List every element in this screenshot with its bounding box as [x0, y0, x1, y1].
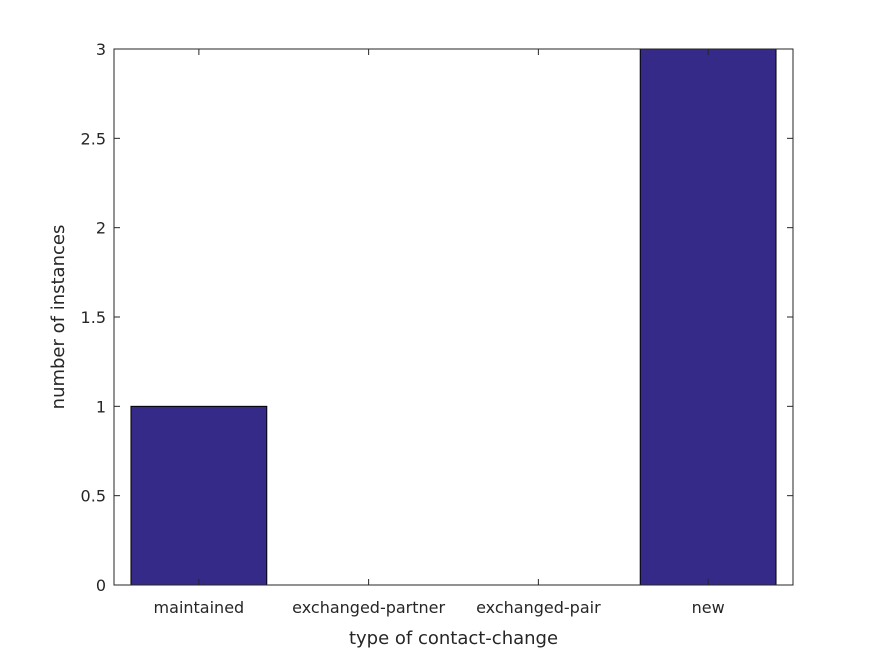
bar-maintained	[130, 405, 268, 586]
y-tick-label: 0.5	[81, 487, 106, 506]
y-tick-label: 2.5	[81, 129, 106, 148]
bar-new	[639, 48, 777, 586]
x-tick-label: new	[692, 598, 725, 617]
x-tick-label: maintained	[154, 598, 245, 617]
y-tick-label: 2	[96, 219, 106, 238]
y-axis-label: number of instances	[48, 225, 69, 410]
y-tick-label: 1	[96, 397, 106, 416]
x-tick-label: exchanged-pair	[476, 598, 601, 617]
y-tick-label: 0	[96, 576, 106, 595]
y-tick-label: 1.5	[81, 308, 106, 327]
x-tick-label: exchanged-partner	[292, 598, 445, 617]
bars	[130, 48, 777, 586]
x-axis-label: type of contact-change	[349, 628, 558, 649]
axes-box	[113, 48, 794, 586]
ticks: maintained exchanged-partner exchanged-pai…	[81, 40, 793, 617]
y-tick-label: 3	[96, 40, 106, 59]
